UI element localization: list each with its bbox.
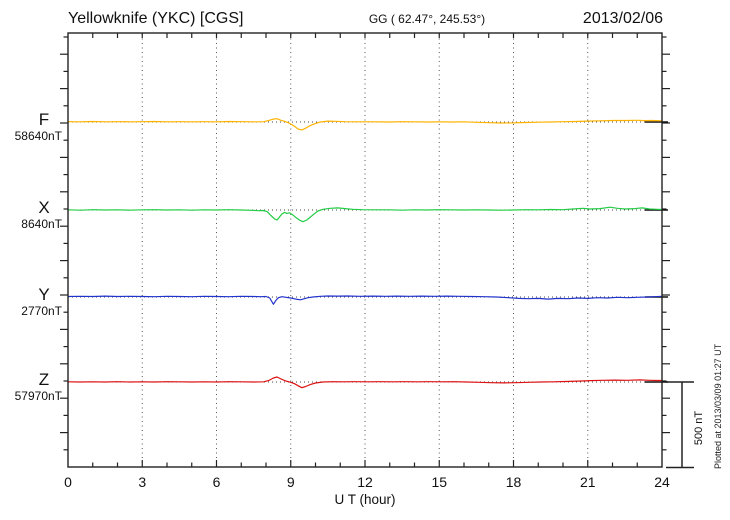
- trace-z: [67, 376, 662, 389]
- x-tick-label: 9: [287, 474, 295, 490]
- x-tick-label: 6: [213, 474, 221, 490]
- geographic-coords-label: GG ( 62.47°, 245.53°): [369, 12, 485, 26]
- baseline-value-f: 58640nT: [15, 129, 63, 143]
- trace-x: [67, 206, 663, 223]
- baseline-value-x: 8640nT: [21, 217, 62, 231]
- baseline-value-z: 57970nT: [15, 389, 63, 403]
- component-label-f: F: [39, 110, 49, 129]
- plot-date: 2013/02/06: [583, 10, 663, 27]
- trace-f: [67, 118, 663, 131]
- x-tick-label: 21: [580, 474, 596, 490]
- station-title: Yellowknife (YKC) [CGS]: [68, 10, 243, 27]
- x-axis-title: U T (hour): [334, 492, 395, 507]
- trace-y: [67, 295, 663, 305]
- plot-frame: [67, 32, 663, 468]
- component-label-y: Y: [38, 285, 49, 304]
- x-tick-label: 24: [654, 474, 670, 490]
- x-tick-label: 0: [64, 474, 72, 490]
- plotted-at-stamp: Plotted at 2013/03/09 01:27 UT: [713, 343, 723, 469]
- component-label-z: Z: [39, 370, 49, 389]
- component-label-x: X: [38, 198, 49, 217]
- plot-dynamic-layer: 0 3 6 9 12 15 18 21 24: [60, 32, 694, 490]
- x-tick-label: 3: [138, 474, 146, 490]
- x-tick-label: 12: [357, 474, 373, 490]
- x-tick-label: 18: [506, 474, 522, 490]
- baseline-value-y: 2770nT: [21, 304, 62, 318]
- x-tick-label: 15: [431, 474, 447, 490]
- scale-bar-label: 500 nT: [693, 411, 705, 446]
